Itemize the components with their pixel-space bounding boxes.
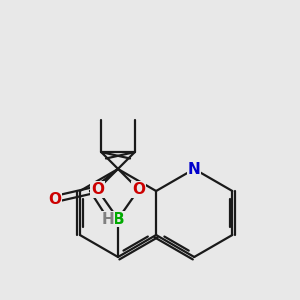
Text: O: O [91,182,104,197]
Text: B: B [112,212,124,226]
Text: O: O [132,182,145,197]
Text: O: O [49,191,62,206]
Text: N: N [188,161,201,176]
Text: H: H [102,212,114,226]
